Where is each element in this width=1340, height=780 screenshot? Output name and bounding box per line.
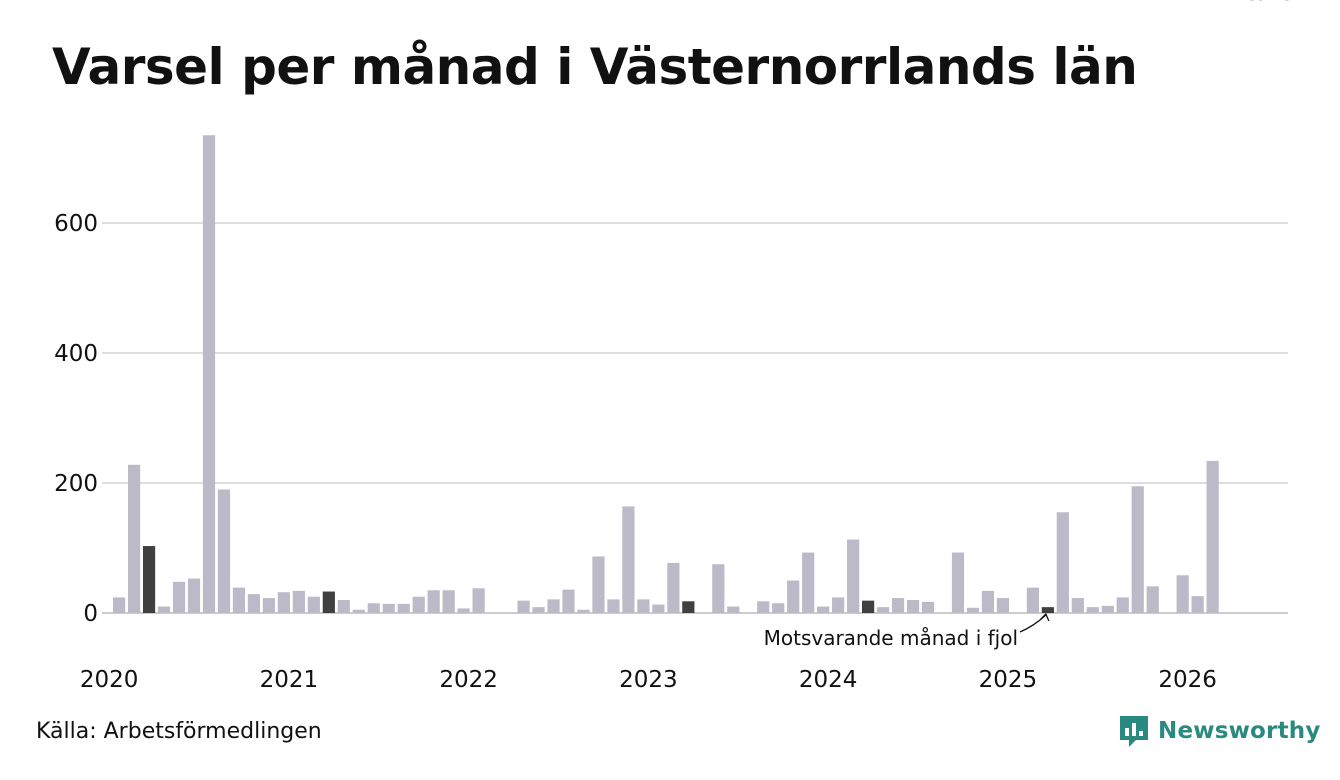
bar-36[interactable] [652, 604, 665, 613]
current-month-label: mars [1229, 0, 1295, 7]
y-tick-label: 200 [54, 471, 98, 497]
bar-37[interactable] [667, 562, 680, 613]
bar-6[interactable] [202, 135, 216, 613]
y-axis-ticks: 0 200 400 600 [54, 211, 98, 627]
bar-16[interactable] [352, 609, 365, 613]
bar-31[interactable] [577, 609, 590, 613]
bar-54[interactable] [921, 601, 935, 613]
bar-35[interactable] [637, 599, 650, 613]
bar-11[interactable] [277, 592, 290, 613]
y-tick-label: 600 [54, 211, 98, 237]
x-tick-label: 2020 [80, 667, 139, 693]
bar-44[interactable] [772, 603, 785, 613]
annotation-arrowhead [1040, 612, 1050, 622]
bar-63[interactable] [1056, 512, 1069, 613]
y-tick-label: 400 [54, 341, 98, 367]
bar-2[interactable] [142, 546, 156, 613]
bars [113, 135, 1219, 613]
bar-3[interactable] [157, 606, 171, 614]
current-value-label: 234 [1229, 0, 1279, 7]
bar-22[interactable] [442, 590, 455, 613]
bar-65[interactable] [1086, 607, 1099, 613]
bar-13[interactable] [307, 596, 320, 613]
bar-28[interactable] [532, 607, 545, 613]
bar-24[interactable] [472, 588, 485, 613]
bar-72[interactable] [1191, 596, 1204, 613]
bar-0[interactable] [113, 597, 126, 613]
same-month-annotation: Motsvarande månad i fjol [764, 626, 1018, 650]
bar-9[interactable] [247, 594, 261, 613]
y-tick-label: 0 [83, 601, 98, 627]
bar-73[interactable] [1206, 460, 1219, 613]
bar-59[interactable] [996, 598, 1010, 613]
bar-71[interactable] [1176, 575, 1189, 613]
bar-4[interactable] [172, 581, 186, 613]
bar-29[interactable] [547, 599, 560, 613]
bar-49[interactable] [847, 539, 860, 613]
bar-38[interactable] [682, 601, 695, 613]
bar-56[interactable] [951, 552, 965, 613]
bar-17[interactable] [367, 603, 380, 613]
source-note: Källa: Arbetsförmedlingen [36, 719, 322, 744]
bar-14[interactable] [322, 591, 335, 613]
bar-58[interactable] [981, 590, 995, 613]
annotations: mars234 Motsvarande månad i fjol [764, 0, 1294, 650]
bar-34[interactable] [622, 506, 635, 613]
bar-46[interactable] [802, 552, 815, 613]
bar-32[interactable] [592, 556, 605, 613]
page-title: Varsel per månad i Västernorrlands län [52, 38, 1138, 96]
bar-57[interactable] [966, 607, 980, 613]
bar-45[interactable] [787, 580, 800, 614]
bar-8[interactable] [232, 587, 246, 613]
bar-18[interactable] [382, 603, 395, 613]
bar-40[interactable] [712, 564, 725, 613]
bar-52[interactable] [891, 598, 905, 613]
x-tick-label: 2021 [260, 667, 319, 693]
x-axis-ticks: 2020 2021 2022 2023 2024 2025 2026 [80, 667, 1217, 693]
x-tick-label: 2022 [439, 667, 498, 693]
bar-33[interactable] [607, 599, 620, 613]
x-tick-label: 2026 [1158, 667, 1217, 693]
bar-68[interactable] [1131, 486, 1144, 613]
newsworthy-logo-icon [1120, 716, 1148, 747]
bar-43[interactable] [757, 601, 770, 613]
bar-50[interactable] [862, 600, 875, 613]
bar-7[interactable] [217, 489, 231, 614]
bar-41[interactable] [727, 606, 740, 614]
brand-name: Newsworthy [1158, 718, 1321, 744]
brand-logo[interactable]: Newsworthy [1118, 714, 1321, 748]
bar-61[interactable] [1026, 587, 1039, 613]
bar-66[interactable] [1101, 605, 1114, 613]
bar-47[interactable] [817, 606, 830, 614]
bar-27[interactable] [517, 600, 530, 613]
bar-12[interactable] [292, 590, 305, 613]
bar-62[interactable] [1041, 607, 1054, 613]
bar-19[interactable] [397, 603, 410, 613]
bar-53[interactable] [906, 600, 920, 613]
grid-lines [102, 222, 1288, 614]
bar-1[interactable] [127, 464, 141, 613]
bar-48[interactable] [832, 597, 845, 613]
bar-69[interactable] [1146, 586, 1159, 613]
bar-64[interactable] [1071, 598, 1084, 613]
x-tick-label: 2025 [979, 667, 1038, 693]
bar-10[interactable] [262, 598, 275, 613]
x-tick-label: 2023 [619, 667, 678, 693]
bar-30[interactable] [562, 589, 575, 613]
bar-51[interactable] [876, 607, 890, 613]
bar-20[interactable] [412, 596, 425, 613]
bar-21[interactable] [427, 590, 440, 613]
bar-15[interactable] [337, 600, 350, 613]
bar-5[interactable] [187, 578, 201, 613]
x-tick-label: 2024 [799, 667, 858, 693]
bar-67[interactable] [1116, 597, 1129, 613]
bar-23[interactable] [457, 608, 470, 613]
